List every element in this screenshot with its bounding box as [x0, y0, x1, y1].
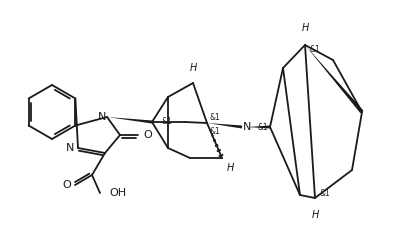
Text: N: N: [66, 143, 74, 153]
Text: N: N: [243, 122, 251, 132]
Text: &1: &1: [320, 188, 331, 198]
Text: &1: &1: [257, 122, 268, 132]
Text: &1: &1: [162, 117, 173, 127]
Text: O: O: [62, 180, 71, 190]
Text: H: H: [311, 210, 319, 220]
Text: &1: &1: [310, 46, 321, 54]
Polygon shape: [107, 117, 152, 123]
Text: &1: &1: [209, 113, 220, 122]
Text: OH: OH: [109, 188, 126, 198]
Text: H: H: [227, 163, 234, 173]
Text: &1: &1: [209, 127, 220, 136]
Text: H: H: [189, 63, 197, 73]
Text: N: N: [98, 112, 106, 122]
Polygon shape: [247, 125, 270, 129]
Text: O: O: [143, 130, 152, 140]
Text: H: H: [301, 23, 308, 33]
Polygon shape: [207, 123, 242, 129]
Polygon shape: [305, 45, 363, 113]
